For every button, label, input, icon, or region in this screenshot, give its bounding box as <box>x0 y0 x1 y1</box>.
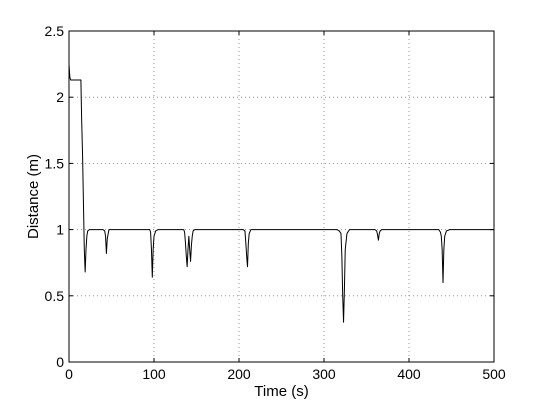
x-tick-label: 400 <box>397 366 421 382</box>
series-layer <box>68 64 494 323</box>
y-axis-label: Distance (m) <box>25 154 42 239</box>
y-tick-label: 2.5 <box>45 23 65 39</box>
y-tick-label: 0 <box>56 354 64 370</box>
x-tick-label: 300 <box>312 366 336 382</box>
y-tick-labels: 0 0.5 1 1.5 2 2.5 <box>45 23 65 370</box>
x-tick-label: 500 <box>482 366 506 382</box>
y-tick-label: 1.5 <box>45 155 65 171</box>
y-tick-label: 0.5 <box>45 288 65 304</box>
y-tick-label: 1 <box>56 222 64 238</box>
x-tick-label: 0 <box>65 366 73 382</box>
y-tick-label: 2 <box>56 89 64 105</box>
x-tick-label: 200 <box>227 366 251 382</box>
x-tick-label: 100 <box>142 366 166 382</box>
x-axis-label: Time (s) <box>254 383 308 400</box>
series-line-0 <box>68 64 494 323</box>
x-tick-labels: 0 100 200 300 400 500 <box>65 366 506 382</box>
axis-ticks <box>68 30 495 363</box>
plot-frame <box>68 30 495 363</box>
